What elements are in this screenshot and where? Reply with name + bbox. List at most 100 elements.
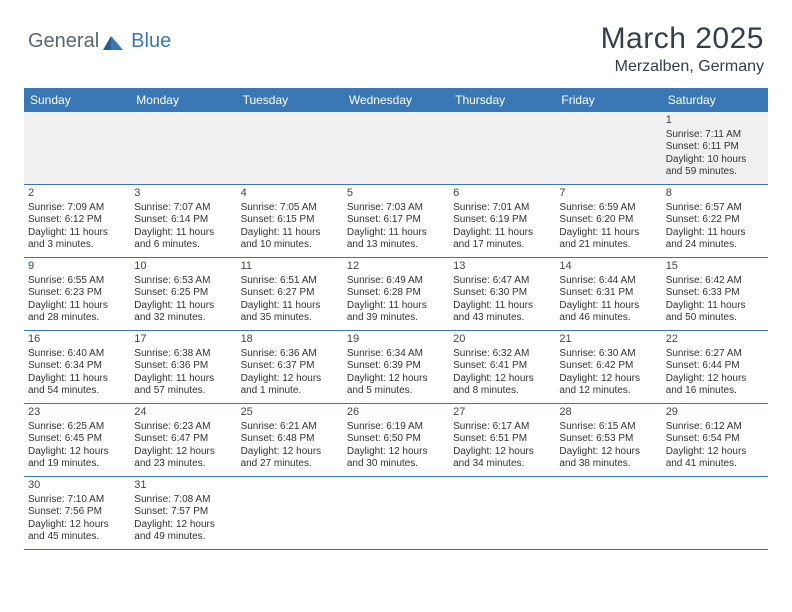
day-info-line: Sunset: 6:37 PM xyxy=(241,360,339,373)
day-info-line: and 1 minute. xyxy=(241,385,339,398)
day-cell: 28Sunrise: 6:15 AMSunset: 6:53 PMDayligh… xyxy=(555,404,661,476)
day-header-row: Sunday Monday Tuesday Wednesday Thursday… xyxy=(24,88,768,112)
day-info-line: Daylight: 12 hours xyxy=(559,373,657,386)
day-info-line: Sunrise: 7:07 AM xyxy=(134,202,232,215)
day-cell: 7Sunrise: 6:59 AMSunset: 6:20 PMDaylight… xyxy=(555,185,661,257)
day-number: 26 xyxy=(347,406,445,420)
day-cell: 21Sunrise: 6:30 AMSunset: 6:42 PMDayligh… xyxy=(555,331,661,403)
day-number: 28 xyxy=(559,406,657,420)
day-info-line: Sunrise: 7:10 AM xyxy=(28,494,126,507)
day-info-line: and 49 minutes. xyxy=(134,531,232,544)
day-info-line: Daylight: 11 hours xyxy=(241,227,339,240)
day-cell xyxy=(343,112,449,184)
day-info-line: and 12 minutes. xyxy=(559,385,657,398)
day-info-line: and 59 minutes. xyxy=(666,166,764,179)
day-info-line: Daylight: 12 hours xyxy=(666,446,764,459)
day-info-line: Sunrise: 6:51 AM xyxy=(241,275,339,288)
day-cell: 5Sunrise: 7:03 AMSunset: 6:17 PMDaylight… xyxy=(343,185,449,257)
day-info-line: Sunrise: 6:30 AM xyxy=(559,348,657,361)
day-info-line: Daylight: 12 hours xyxy=(134,519,232,532)
day-info-line: Daylight: 11 hours xyxy=(666,300,764,313)
day-info-line: Daylight: 11 hours xyxy=(134,227,232,240)
day-info-line: Sunrise: 6:53 AM xyxy=(134,275,232,288)
day-info-line: Sunrise: 6:21 AM xyxy=(241,421,339,434)
day-cell: 3Sunrise: 7:07 AMSunset: 6:14 PMDaylight… xyxy=(130,185,236,257)
day-number: 24 xyxy=(134,406,232,420)
day-number: 10 xyxy=(134,260,232,274)
day-cell: 15Sunrise: 6:42 AMSunset: 6:33 PMDayligh… xyxy=(662,258,768,330)
day-number: 1 xyxy=(666,114,764,128)
day-info-line: Sunrise: 7:03 AM xyxy=(347,202,445,215)
day-info-line: Daylight: 12 hours xyxy=(28,446,126,459)
day-info-line: Sunset: 6:42 PM xyxy=(559,360,657,373)
day-info-line: and 54 minutes. xyxy=(28,385,126,398)
day-info-line: and 5 minutes. xyxy=(347,385,445,398)
week-row: 1Sunrise: 7:11 AMSunset: 6:11 PMDaylight… xyxy=(24,112,768,185)
day-info-line: Sunrise: 6:42 AM xyxy=(666,275,764,288)
day-header-wednesday: Wednesday xyxy=(343,88,449,112)
day-info-line: Sunset: 6:23 PM xyxy=(28,287,126,300)
day-cell xyxy=(555,112,661,184)
day-info-line: Daylight: 11 hours xyxy=(559,300,657,313)
day-info-line: Sunset: 6:30 PM xyxy=(453,287,551,300)
day-cell: 20Sunrise: 6:32 AMSunset: 6:41 PMDayligh… xyxy=(449,331,555,403)
day-cell: 19Sunrise: 6:34 AMSunset: 6:39 PMDayligh… xyxy=(343,331,449,403)
day-number: 9 xyxy=(28,260,126,274)
day-number: 5 xyxy=(347,187,445,201)
day-cell: 17Sunrise: 6:38 AMSunset: 6:36 PMDayligh… xyxy=(130,331,236,403)
calendar: Sunday Monday Tuesday Wednesday Thursday… xyxy=(24,88,768,550)
day-info-line: and 41 minutes. xyxy=(666,458,764,471)
day-info-line: Sunrise: 6:38 AM xyxy=(134,348,232,361)
day-info-line: and 17 minutes. xyxy=(453,239,551,252)
week-row: 2Sunrise: 7:09 AMSunset: 6:12 PMDaylight… xyxy=(24,185,768,258)
day-info-line: Daylight: 11 hours xyxy=(28,373,126,386)
day-info-line: Sunset: 6:12 PM xyxy=(28,214,126,227)
day-info-line: Sunrise: 6:55 AM xyxy=(28,275,126,288)
day-cell xyxy=(24,112,130,184)
day-header-sunday: Sunday xyxy=(24,88,130,112)
day-header-saturday: Saturday xyxy=(662,88,768,112)
month-title: March 2025 xyxy=(601,22,764,56)
day-info-line: and 19 minutes. xyxy=(28,458,126,471)
day-info-line: Sunset: 6:51 PM xyxy=(453,433,551,446)
day-number: 15 xyxy=(666,260,764,274)
day-cell: 11Sunrise: 6:51 AMSunset: 6:27 PMDayligh… xyxy=(237,258,343,330)
day-info-line: Daylight: 12 hours xyxy=(28,519,126,532)
day-info-line: and 43 minutes. xyxy=(453,312,551,325)
day-info-line: Daylight: 12 hours xyxy=(241,446,339,459)
day-number: 2 xyxy=(28,187,126,201)
day-cell: 6Sunrise: 7:01 AMSunset: 6:19 PMDaylight… xyxy=(449,185,555,257)
day-number: 14 xyxy=(559,260,657,274)
day-info-line: and 6 minutes. xyxy=(134,239,232,252)
day-cell: 2Sunrise: 7:09 AMSunset: 6:12 PMDaylight… xyxy=(24,185,130,257)
day-info-line: Sunrise: 6:57 AM xyxy=(666,202,764,215)
day-number: 29 xyxy=(666,406,764,420)
weeks-container: 1Sunrise: 7:11 AMSunset: 6:11 PMDaylight… xyxy=(24,112,768,550)
day-header-tuesday: Tuesday xyxy=(237,88,343,112)
day-info-line: Sunrise: 6:36 AM xyxy=(241,348,339,361)
day-info-line: Sunrise: 7:05 AM xyxy=(241,202,339,215)
day-number: 12 xyxy=(347,260,445,274)
day-info-line: Sunset: 6:39 PM xyxy=(347,360,445,373)
day-info-line: Sunset: 6:17 PM xyxy=(347,214,445,227)
title-block: March 2025 Merzalben, Germany xyxy=(601,22,764,76)
day-cell xyxy=(237,477,343,549)
day-number: 3 xyxy=(134,187,232,201)
day-info-line: Sunrise: 6:59 AM xyxy=(559,202,657,215)
day-info-line: Sunrise: 6:17 AM xyxy=(453,421,551,434)
week-row: 30Sunrise: 7:10 AMSunset: 7:56 PMDayligh… xyxy=(24,477,768,550)
day-info-line: Sunset: 6:14 PM xyxy=(134,214,232,227)
day-info-line: Sunrise: 6:49 AM xyxy=(347,275,445,288)
day-info-line: Daylight: 12 hours xyxy=(347,446,445,459)
day-info-line: Sunrise: 6:15 AM xyxy=(559,421,657,434)
day-number: 30 xyxy=(28,479,126,493)
day-info-line: Sunrise: 7:08 AM xyxy=(134,494,232,507)
page-header: General Blue March 2025 Merzalben, Germa… xyxy=(0,0,792,84)
day-info-line: Daylight: 11 hours xyxy=(241,300,339,313)
day-number: 31 xyxy=(134,479,232,493)
day-info-line: Sunrise: 6:34 AM xyxy=(347,348,445,361)
day-info-line: Daylight: 12 hours xyxy=(453,373,551,386)
day-cell xyxy=(662,477,768,549)
logo-text-general: General xyxy=(28,30,99,53)
day-info-line: Sunset: 6:25 PM xyxy=(134,287,232,300)
